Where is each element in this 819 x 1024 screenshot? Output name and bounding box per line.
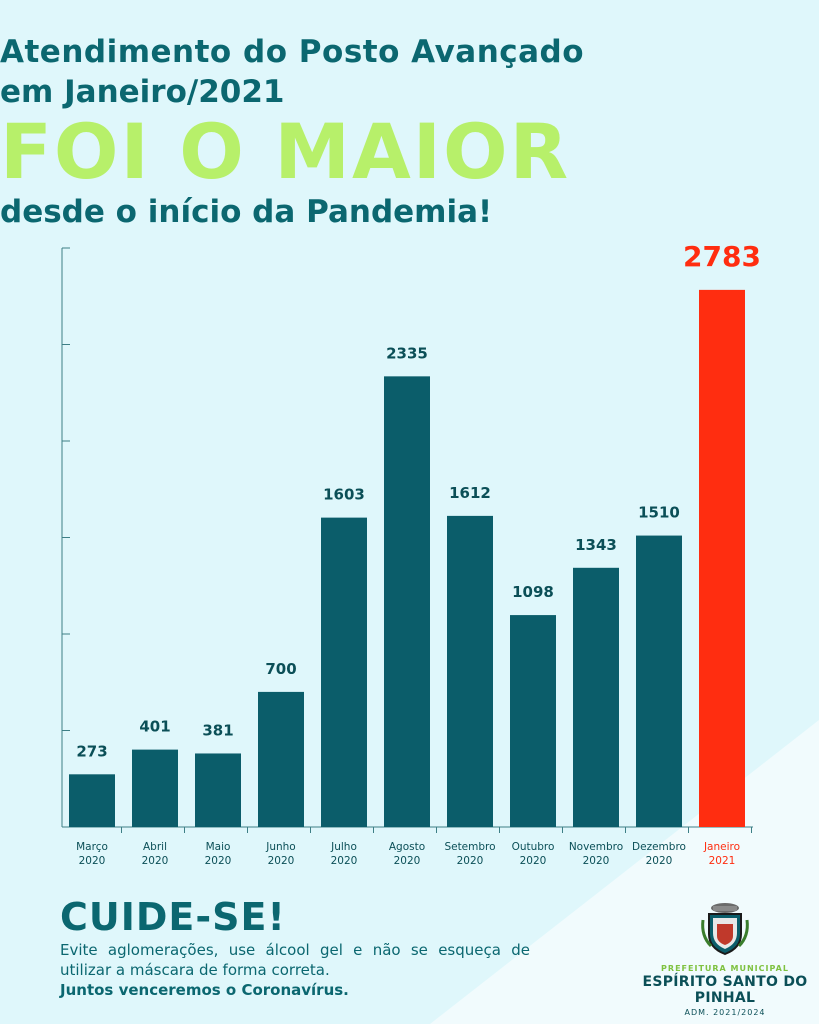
data-label: 1343	[575, 536, 617, 554]
x-tick-label: 2020	[79, 855, 106, 867]
x-tick-label: Julho	[330, 841, 357, 853]
x-tick-label: 2020	[394, 855, 421, 867]
bar-abril	[132, 749, 178, 827]
x-tick-label: 2020	[205, 855, 232, 867]
headline: FOI O MAIOR	[0, 107, 571, 196]
data-label: 381	[202, 721, 233, 739]
x-tick-label: Agosto	[389, 841, 425, 853]
bar-maio	[195, 753, 241, 827]
x-tick-label: 2020	[142, 855, 169, 867]
logo-line-1: PREFEITURA MUNICIPAL	[661, 964, 789, 973]
title-line-1: Atendimento do Posto Avançado	[0, 34, 585, 70]
x-tick-label: Janeiro	[703, 841, 740, 853]
footer-message: Evite aglomerações, use álcool gel e não…	[60, 941, 530, 979]
bar-junho	[258, 691, 304, 827]
x-tick-label: Novembro	[569, 841, 623, 853]
bar-chart: 273 Março 2020 401 Abril 2020 381 Maio 2020 700 Ju…	[61, 240, 761, 867]
bar-novembro	[573, 567, 619, 827]
x-tick-label: Setembro	[444, 841, 495, 853]
bar-outubro	[510, 615, 556, 827]
coat-of-arms-icon	[701, 903, 749, 956]
logo-line-3: ADM. 2021/2024	[684, 1008, 766, 1017]
x-tick-label: Abril	[143, 841, 167, 853]
data-label: 1612	[449, 484, 491, 502]
data-label: 2335	[386, 344, 428, 362]
data-label: 1510	[638, 504, 680, 522]
data-label: 401	[139, 718, 170, 736]
bar-dezembro	[636, 535, 682, 827]
x-tick-label: Março	[76, 841, 108, 853]
x-tick-label: Maio	[206, 841, 231, 853]
data-label: 273	[76, 742, 107, 760]
x-tick-label: 2020	[268, 855, 295, 867]
x-tick-label: Outubro	[512, 841, 555, 853]
data-label: 1098	[512, 583, 554, 601]
x-tick-label: 2020	[331, 855, 358, 867]
bar-março	[69, 774, 115, 827]
municipal-logo: PREFEITURA MUNICIPAL ESPÍRITO SANTO DO P…	[640, 900, 810, 1017]
x-tick-label: 2020	[646, 855, 673, 867]
footer-slogan: Juntos venceremos o Coronavírus.	[60, 981, 349, 999]
data-label: 700	[265, 660, 296, 678]
x-tick-label: Dezembro	[632, 841, 686, 853]
title-line-2: em Janeiro/2021	[0, 74, 285, 110]
x-tick-label: 2021	[709, 855, 736, 867]
x-tick-label: 2020	[583, 855, 610, 867]
logo-line-2: ESPÍRITO SANTO DO PINHAL	[642, 974, 808, 1006]
data-label: 1603	[323, 486, 365, 504]
x-tick-label: Junho	[265, 841, 296, 853]
bar-setembro	[447, 515, 493, 827]
data-label: 2783	[683, 240, 761, 273]
footer-title: CUIDE-SE!	[60, 895, 286, 939]
bar-agosto	[384, 376, 430, 827]
x-tick-label: 2020	[457, 855, 484, 867]
footer-text: Evite aglomerações, use álcool gel e não…	[60, 940, 530, 1000]
bar-julho	[321, 517, 367, 827]
subheadline: desde o início da Pandemia!	[0, 194, 493, 230]
bar-janeiro	[699, 289, 745, 828]
x-tick-label: 2020	[520, 855, 547, 867]
